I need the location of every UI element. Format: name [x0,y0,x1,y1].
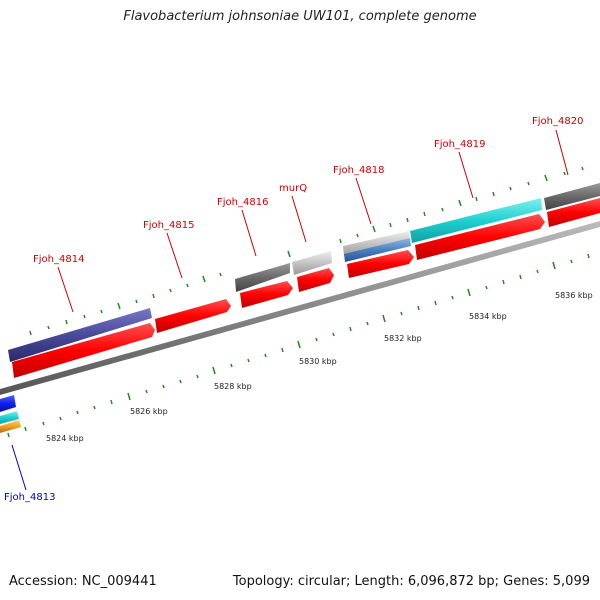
cds-fjoh-4816[interactable] [240,281,293,308]
gene-box-fjoh-4814[interactable] [8,308,152,362]
kbp-label: 5824 kbp [46,434,84,443]
cds-murq[interactable] [297,268,334,292]
gene-label-fjoh-4816: Fjoh_4816 [217,197,268,208]
cds-fjoh-4820[interactable] [547,198,600,227]
kbp-label: 5826 kbp [130,407,168,416]
kbp-label: 5830 kbp [299,357,337,366]
cds-fjoh-4819[interactable] [415,214,545,260]
kbp-label: 5834 kbp [469,312,507,321]
kbp-label: 5836 kbp [555,291,593,300]
accession-text: Accession: NC_009441 [9,574,157,589]
outer-ticks [29,166,584,336]
cds-fjoh-4815[interactable] [155,299,231,333]
cds-fjoh-4818[interactable] [347,250,414,278]
map-title: Flavobacterium johnsoniae UW101, complet… [123,9,477,24]
leader-lines [11,129,569,491]
gene-label-fjoh-4820: Fjoh_4820 [532,116,583,127]
gene-box-fjoh-4819[interactable] [410,198,542,243]
cds-fjoh-4814[interactable] [12,323,155,378]
gene-box-fjoh-4813-cyan[interactable] [0,411,19,424]
gene-box-fjoh-4813-orange[interactable] [0,420,21,433]
gene-label-fjoh-4819: Fjoh_4819 [434,139,485,150]
gene-label-fjoh-4815: Fjoh_4815 [143,220,194,231]
gene-box-fjoh-4813-blue[interactable] [0,395,16,412]
genome-backbone [0,221,600,395]
gene-label-fjoh-4818: Fjoh_4818 [333,165,384,176]
gene-box-fjoh-4818[interactable] [343,231,410,256]
gene-label-fjoh-4814: Fjoh_4814 [33,254,84,265]
inner-ticks [7,253,590,438]
gene-box-fjoh-4820[interactable] [544,183,600,210]
summary-text: Topology: circular; Length: 6,096,872 bp… [232,574,590,589]
kbp-label: 5828 kbp [214,382,252,391]
gene-label-murq: murQ [279,183,307,194]
gene-box-fjoh-4818-sub[interactable] [344,238,411,262]
gene-label-fjoh-4813: Fjoh_4813 [4,492,55,503]
kbp-label: 5832 kbp [384,334,422,343]
gene-box-murq[interactable] [292,251,332,275]
gene-box-fjoh-4816[interactable] [235,263,290,292]
